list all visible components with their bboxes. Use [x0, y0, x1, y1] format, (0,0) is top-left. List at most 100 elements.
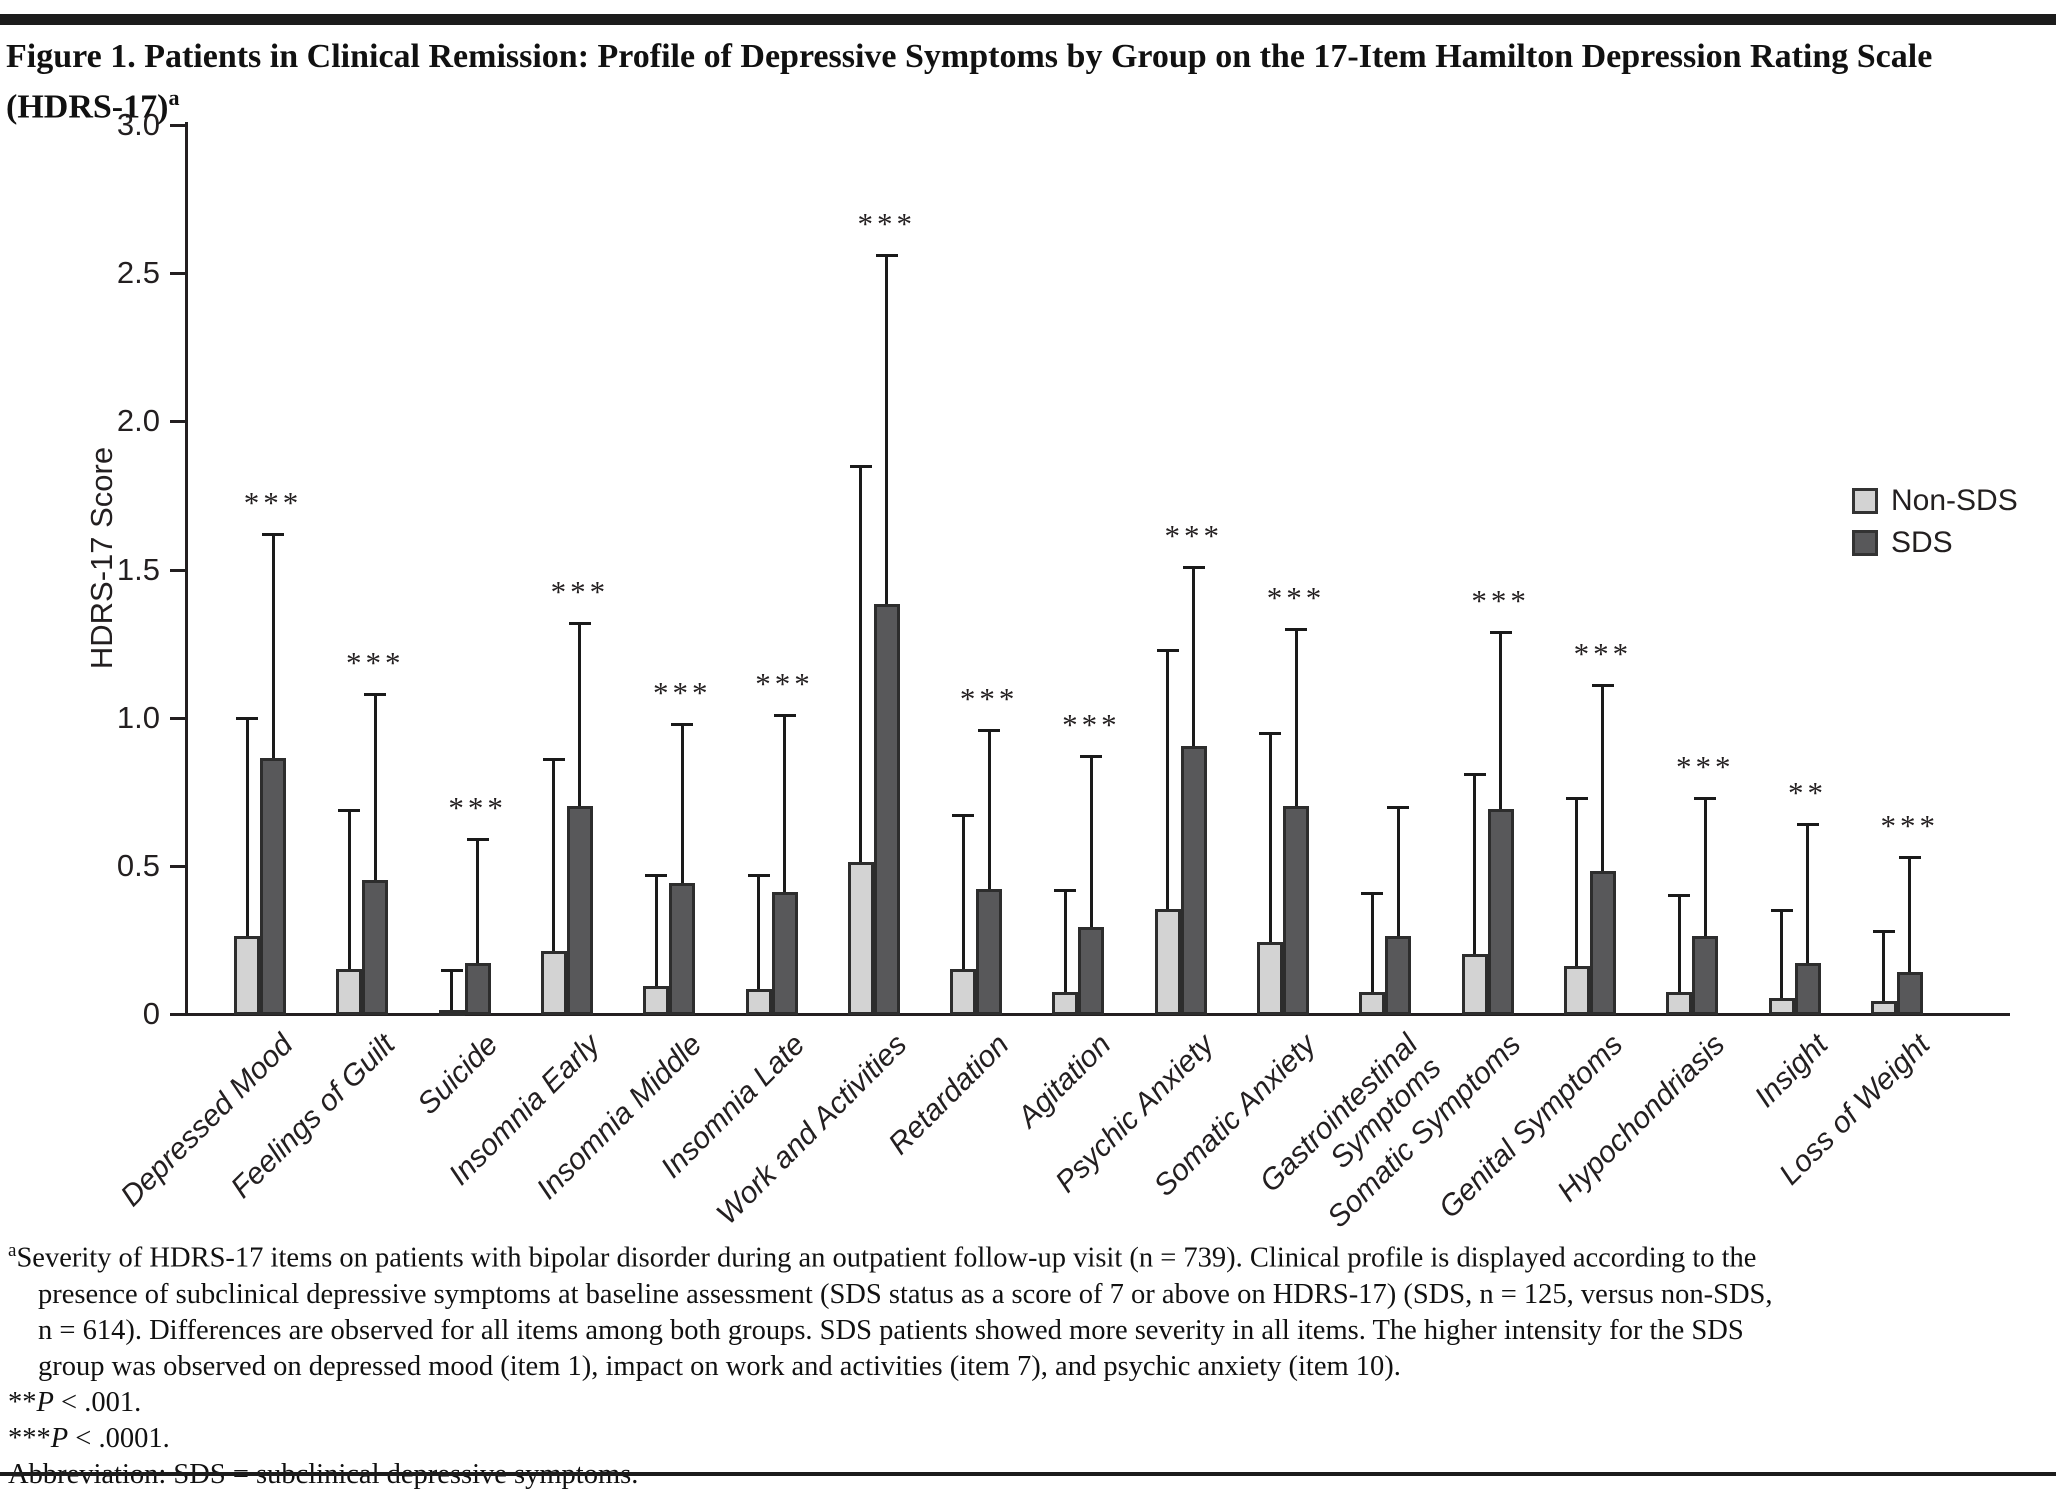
bar-sds — [1180, 746, 1207, 1015]
bar-sds — [669, 882, 696, 1015]
error-bar-cap — [1694, 796, 1717, 800]
footnote-line: presence of subclinical depressive sympt… — [38, 1278, 1773, 1310]
bar-non-sds — [540, 950, 567, 1015]
error-bar-cap — [1872, 930, 1895, 934]
error-bar-line — [552, 758, 556, 951]
error-bar-line — [961, 814, 965, 969]
bar-chart: HDRS-17 Score Non-SDS SDS 0 0.5 1.0 1.5 2.0 2.… — [84, 107, 2018, 1234]
legend-label: Non-SDS — [1891, 484, 2018, 517]
bar-sds — [566, 805, 593, 1015]
footnote-line: aSeverity of HDRS-17 items on patients w… — [8, 1240, 1757, 1274]
y-tick-label: 3.0 — [116, 107, 160, 143]
bar-sds — [1283, 805, 1309, 1015]
bar-sds — [464, 962, 491, 1015]
footnote-superscript: a — [8, 1240, 17, 1261]
error-bar-cap — [645, 873, 668, 877]
error-bar-cap — [952, 814, 975, 818]
bar-non-sds — [643, 986, 670, 1015]
significance-stars: *** — [346, 644, 405, 680]
bar-non-sds — [336, 968, 363, 1015]
bar-non-sds — [1257, 941, 1283, 1015]
significance-stars: *** — [1573, 636, 1633, 672]
y-tick-label: 2.5 — [116, 255, 160, 291]
bottom-horizontal-rule — [0, 1472, 2056, 1476]
error-bar-line — [245, 716, 249, 936]
error-bar-line — [680, 722, 684, 883]
significance-stars: *** — [652, 674, 712, 710]
error-bar-line — [450, 968, 454, 1011]
bar-non-sds — [1768, 998, 1795, 1015]
significance-stars: *** — [1880, 807, 1940, 843]
error-bar-cap — [1156, 648, 1179, 652]
error-bar-line — [347, 808, 351, 969]
significance-stars: *** — [755, 665, 814, 701]
error-bar-line — [1089, 755, 1093, 928]
error-bar-cap — [747, 873, 770, 877]
significance-stars: *** — [550, 573, 610, 609]
bar-sds — [1692, 935, 1719, 1015]
legend-swatch — [1852, 488, 1878, 514]
error-bar-line — [1780, 909, 1783, 999]
footnote-block: aSeverity of HDRS-17 items on patients w… — [8, 1233, 2050, 1493]
error-bar-line — [757, 873, 760, 990]
significance-stars: *** — [448, 790, 507, 826]
significance-stars: *** — [1471, 582, 1530, 618]
error-bar-line — [1268, 731, 1272, 942]
error-bar-line — [1882, 930, 1886, 1002]
error-bar-line — [271, 532, 275, 759]
error-bar-cap — [1565, 796, 1588, 800]
error-bar-cap — [1259, 731, 1281, 735]
error-bar-line — [1294, 627, 1298, 806]
bar-non-sds — [1052, 992, 1079, 1015]
error-bar-cap — [1182, 565, 1205, 569]
significance-stars: *** — [243, 484, 303, 520]
pvalue-note-2: ***P < .0001. — [8, 1422, 170, 1454]
footnote-line: n = 614). Differences are observed for a… — [38, 1314, 1744, 1346]
error-bar-cap — [466, 838, 489, 842]
bar-non-sds — [1666, 992, 1693, 1015]
top-horizontal-rule — [0, 14, 2056, 25]
error-bar-cap — [1770, 909, 1793, 913]
legend-label: SDS — [1891, 526, 1953, 559]
bar-non-sds — [438, 1010, 465, 1017]
bar-sds — [1589, 870, 1616, 1015]
bar-sds — [362, 879, 389, 1015]
error-bar-cap — [1668, 894, 1691, 898]
bar-non-sds — [950, 968, 977, 1015]
bar-non-sds — [1870, 1001, 1897, 1015]
y-tick-mark — [170, 716, 185, 720]
error-bar-cap — [338, 808, 361, 812]
bar-sds — [873, 604, 900, 1015]
error-bar-line — [1473, 772, 1477, 954]
legend-swatch — [1852, 530, 1878, 556]
error-bar-cap — [1285, 627, 1307, 631]
error-bar-line — [1192, 565, 1196, 747]
error-bar-cap — [440, 968, 463, 972]
legend-entry: SDS — [1852, 526, 2018, 560]
error-bar-cap — [1054, 888, 1077, 892]
bar-sds — [1896, 971, 1923, 1015]
error-bar-cap — [978, 728, 1001, 732]
significance-stars: *** — [1164, 517, 1223, 553]
y-tick-label: 0.5 — [116, 847, 160, 883]
bar-non-sds — [1359, 992, 1386, 1015]
bar-non-sds — [1154, 909, 1181, 1015]
error-bar-line — [1166, 648, 1170, 910]
y-tick-mark — [170, 420, 185, 424]
error-bar-cap — [364, 692, 387, 696]
bar-sds — [1078, 927, 1105, 1015]
error-bar-cap — [1489, 630, 1512, 634]
y-tick-label: 0 — [142, 996, 160, 1031]
error-bar-cap — [1796, 823, 1819, 827]
bar-non-sds — [234, 935, 260, 1015]
error-bar-line — [1601, 684, 1605, 871]
error-bar-cap — [671, 722, 694, 726]
error-bar-line — [1499, 630, 1503, 809]
y-tick-label: 1.0 — [116, 699, 160, 735]
error-bar-line — [476, 838, 480, 963]
legend-entry: Non-SDS — [1852, 484, 2018, 518]
figure-title: Figure 1. Patients in Clinical Remission… — [6, 36, 2046, 127]
error-bar-line — [885, 254, 889, 605]
bar-sds — [260, 758, 286, 1015]
bar-non-sds — [847, 861, 874, 1015]
